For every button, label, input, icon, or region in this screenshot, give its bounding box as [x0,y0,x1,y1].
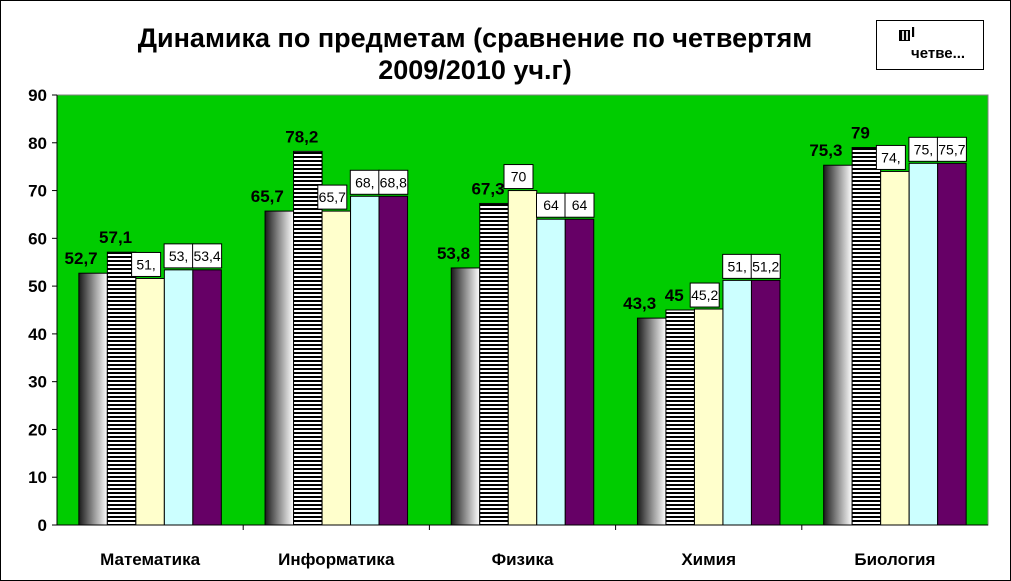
data-label: 74, [881,149,900,165]
bar-series-2 [293,150,323,526]
bar-series-1 [78,272,108,526]
data-label-box [875,144,906,170]
data-label: 45,2 [691,287,718,303]
y-tick-label: 10 [28,468,47,487]
x-tick-label: Химия [681,550,736,569]
data-label-box [750,253,781,279]
y-tick-label: 90 [28,86,47,105]
y-tick-label: 20 [28,420,47,439]
bar-series-4 [163,269,194,526]
data-label-box [317,184,348,210]
data-label: 78,2 [285,127,318,146]
bar-series-1 [264,210,295,526]
bar-series-3 [135,277,165,526]
data-label: 51, [136,256,155,272]
data-label: 68,8 [380,174,407,190]
chart-title-line-1: Динамика по предметам (сравнение по четв… [137,23,813,53]
y-tick-label: 70 [28,182,47,201]
x-tick-label: Информатика [278,550,395,569]
data-label: 65,7 [251,187,284,206]
bar-series-2 [851,147,882,526]
y-tick-label: 40 [28,325,47,344]
bar-series-4 [536,218,566,526]
chart-legend: I четве... [876,20,984,70]
data-label-box [163,243,194,269]
bar-series-4 [350,195,380,526]
data-label: 75,3 [809,141,842,160]
x-tick-label: Биология [854,550,935,569]
bar-series-5 [750,279,781,526]
bar-series-5 [192,269,222,526]
data-label: 75,7 [938,141,965,157]
data-label: 79 [851,124,870,143]
bar-series-1 [636,317,667,526]
legend-label-continued: четве... [911,45,966,62]
bar-series-5 [937,162,967,526]
data-label-box [689,282,720,308]
y-tick-label: 30 [28,373,47,392]
x-tick-label: Математика [100,550,200,569]
bar-series-4 [722,279,752,526]
bar-series-2 [106,251,137,526]
data-label: 67,3 [471,179,504,198]
bar-series-2 [479,202,509,526]
data-label: 53,4 [193,248,220,264]
data-label: 53,8 [437,244,470,263]
data-label: 43,3 [623,294,656,313]
data-label-box [192,243,223,269]
data-label: 75, [914,141,933,157]
data-label: 64 [543,197,559,213]
data-label: 68, [355,174,374,190]
data-label: 64 [572,197,588,213]
y-tick-label: 0 [38,516,47,535]
data-label: 65,7 [319,189,346,205]
data-label: 57,1 [99,228,132,247]
data-label-box [131,251,162,277]
bar-series-5 [564,218,595,526]
data-label-box [564,192,595,218]
bar-series-3 [507,190,538,526]
data-label: 53, [169,248,188,264]
y-tick-label: 60 [28,229,47,248]
bar-series-3 [321,210,352,526]
data-label: 70 [511,169,527,185]
data-label: 52,7 [65,249,98,268]
data-label-box [378,169,409,195]
bar-series-4 [908,162,939,526]
data-label: 51, [727,258,746,274]
data-label: 45 [665,286,684,305]
bar-series-2 [665,309,695,526]
chart-title: Динамика по предметам (сравнение по четв… [60,22,890,86]
chart-title-line-2: 2009/2010 уч.г) [378,55,572,85]
bar-series-1 [823,164,853,526]
x-tick-label: Физика [492,550,554,569]
legend-swatch [899,30,910,41]
y-tick-label: 50 [28,277,47,296]
bar-series-3 [880,170,910,526]
y-tick-label: 80 [28,134,47,153]
data-label: 51,2 [752,258,779,274]
data-label-box [503,164,534,190]
bar-series-5 [378,195,409,526]
data-label-box [936,136,967,162]
bar-series-3 [693,308,724,526]
legend-label: I [911,24,916,41]
bar-series-1 [450,267,481,526]
